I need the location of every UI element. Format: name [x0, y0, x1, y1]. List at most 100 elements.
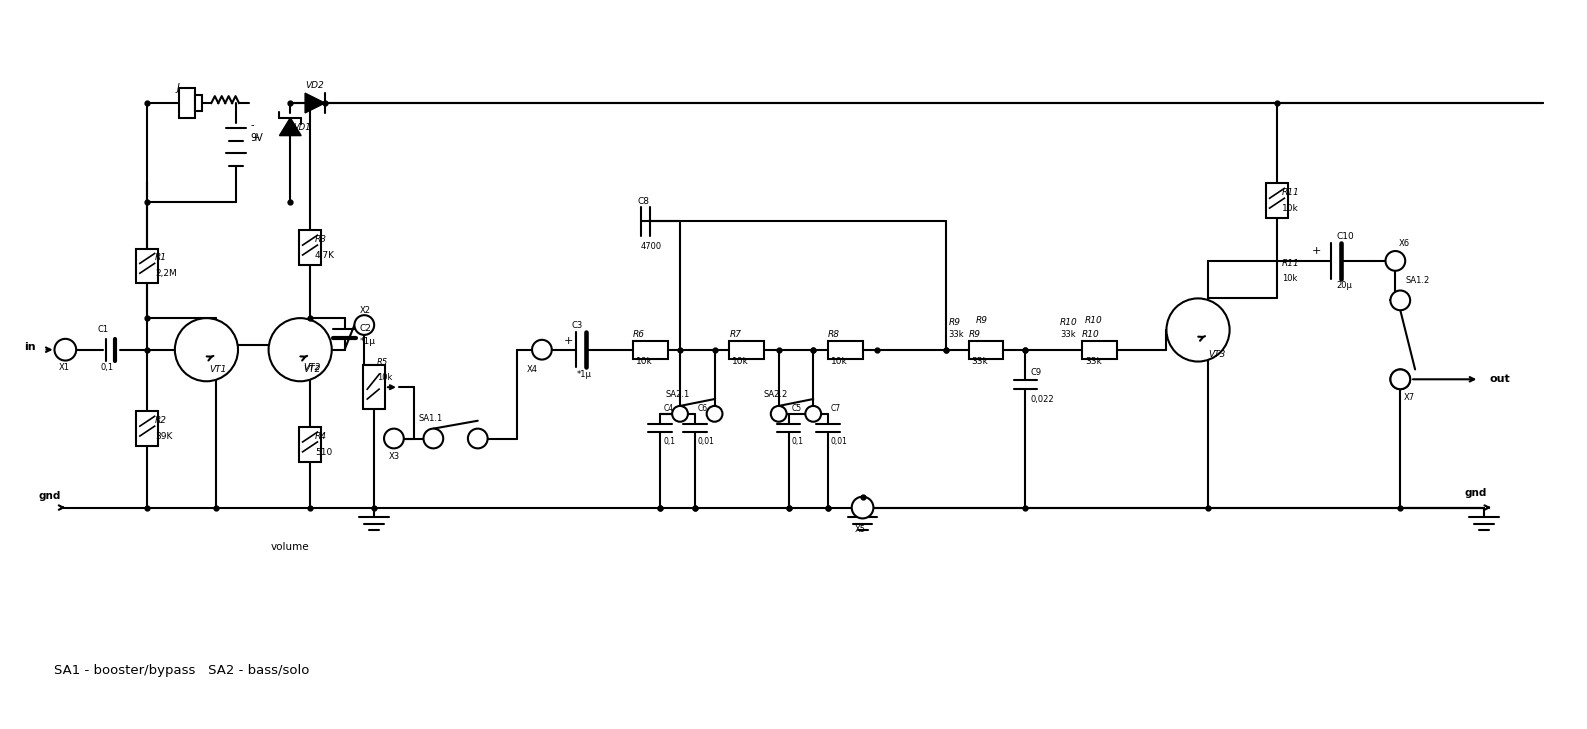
- Bar: [179, 88, 195, 118]
- Text: R4: R4: [314, 432, 327, 441]
- Text: C8: C8: [638, 198, 649, 206]
- Text: 0,1: 0,1: [102, 363, 114, 372]
- Text: 39K: 39K: [156, 432, 173, 441]
- Text: 0,1: 0,1: [792, 437, 803, 446]
- Text: R2: R2: [156, 416, 167, 425]
- Text: R7: R7: [730, 330, 741, 340]
- Text: +: +: [563, 336, 573, 346]
- Text: 33k: 33k: [971, 357, 989, 366]
- Circle shape: [1166, 298, 1230, 362]
- Text: VT2: VT2: [303, 365, 321, 374]
- Circle shape: [532, 340, 552, 359]
- Polygon shape: [279, 118, 302, 136]
- Bar: [136, 411, 159, 446]
- Text: 33k: 33k: [1086, 357, 1101, 366]
- Text: SA1.2: SA1.2: [1404, 276, 1430, 285]
- Text: X7: X7: [1403, 392, 1414, 402]
- Text: X2: X2: [359, 305, 370, 315]
- Text: -: -: [251, 120, 254, 130]
- Text: VT3: VT3: [1208, 350, 1225, 359]
- Text: 10k: 10k: [378, 373, 392, 382]
- Text: SA1.1: SA1.1: [419, 414, 443, 424]
- Circle shape: [852, 496, 873, 518]
- Circle shape: [54, 339, 76, 361]
- Bar: [968, 341, 1003, 359]
- Text: 10k: 10k: [1282, 204, 1298, 213]
- Circle shape: [468, 429, 487, 448]
- Text: J: J: [176, 83, 179, 93]
- Circle shape: [384, 429, 403, 448]
- Circle shape: [673, 406, 687, 422]
- Text: SA1 - booster/bypass   SA2 - bass/solo: SA1 - booster/bypass SA2 - bass/solo: [54, 664, 309, 677]
- Text: X4: X4: [527, 365, 538, 374]
- Bar: [195, 95, 203, 111]
- Text: 0,1: 0,1: [663, 437, 674, 446]
- Text: 10k: 10k: [636, 357, 652, 366]
- Text: C9: C9: [1030, 368, 1041, 377]
- Circle shape: [706, 406, 722, 422]
- Bar: [633, 341, 668, 359]
- Text: C5: C5: [792, 405, 801, 413]
- Bar: [730, 341, 763, 359]
- Text: 33k: 33k: [1060, 330, 1076, 340]
- Text: R1: R1: [156, 254, 167, 262]
- Text: *1μ: *1μ: [576, 370, 592, 379]
- Circle shape: [175, 318, 238, 381]
- Text: X3: X3: [389, 452, 400, 461]
- Text: 4,7K: 4,7K: [314, 251, 335, 260]
- Text: R10: R10: [1084, 316, 1103, 324]
- Text: 0,022: 0,022: [1030, 394, 1054, 404]
- Text: X1: X1: [59, 363, 70, 372]
- Text: C6: C6: [698, 405, 708, 413]
- Polygon shape: [305, 93, 325, 113]
- Text: 2,2M: 2,2M: [156, 269, 176, 278]
- Circle shape: [268, 318, 332, 381]
- Text: R11: R11: [1282, 188, 1300, 198]
- Text: gnd: gnd: [38, 491, 60, 501]
- Circle shape: [424, 429, 443, 448]
- Text: VT1: VT1: [209, 365, 227, 374]
- Bar: [1266, 184, 1287, 218]
- Text: 10k: 10k: [1282, 274, 1297, 283]
- Bar: [1082, 341, 1117, 359]
- Text: R9: R9: [949, 318, 960, 327]
- Text: 4700: 4700: [641, 241, 662, 251]
- Text: R6: R6: [633, 330, 646, 340]
- Text: C7: C7: [832, 405, 841, 413]
- Text: X5: X5: [855, 525, 865, 534]
- Text: VD2: VD2: [305, 81, 324, 90]
- Text: R8: R8: [828, 330, 840, 340]
- Text: 9V: 9V: [251, 133, 263, 143]
- Bar: [300, 427, 321, 461]
- Text: C1: C1: [98, 325, 110, 335]
- Text: R10: R10: [1060, 318, 1078, 327]
- Text: R5: R5: [378, 358, 389, 367]
- Text: 20μ: 20μ: [1336, 281, 1352, 290]
- Circle shape: [354, 315, 375, 335]
- Text: *1μ: *1μ: [359, 338, 376, 346]
- Text: +: +: [1311, 246, 1320, 256]
- Text: in: in: [24, 342, 35, 351]
- Circle shape: [1390, 370, 1411, 389]
- Text: R3: R3: [314, 235, 327, 244]
- Text: gnd: gnd: [1465, 488, 1487, 498]
- Bar: [136, 249, 159, 283]
- Bar: [828, 341, 863, 359]
- Text: 0,01: 0,01: [832, 437, 847, 446]
- Text: C10: C10: [1336, 232, 1354, 241]
- Text: 33k: 33k: [949, 330, 963, 340]
- Text: R10: R10: [1082, 330, 1100, 340]
- Text: 10k: 10k: [832, 357, 847, 366]
- Text: R9: R9: [968, 330, 981, 340]
- Text: 510: 510: [314, 448, 332, 457]
- Text: +: +: [251, 133, 259, 143]
- Bar: [300, 230, 321, 265]
- Bar: [363, 364, 386, 409]
- Circle shape: [805, 406, 820, 422]
- Text: R11: R11: [1282, 260, 1300, 268]
- Text: SA2.1: SA2.1: [665, 389, 689, 399]
- Text: R9: R9: [976, 316, 989, 324]
- Circle shape: [771, 406, 787, 422]
- Text: SA2.2: SA2.2: [763, 389, 789, 399]
- Text: 10k: 10k: [732, 357, 749, 366]
